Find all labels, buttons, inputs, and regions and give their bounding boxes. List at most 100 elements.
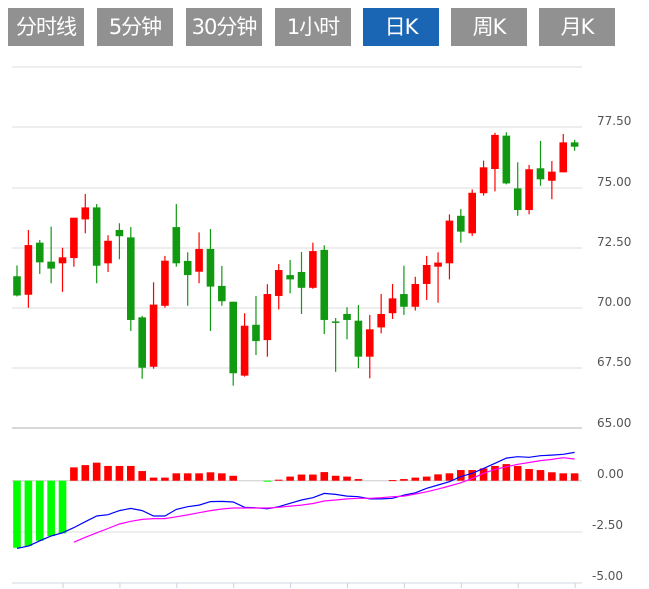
candle-body	[35, 242, 44, 263]
macd-bar	[206, 472, 215, 481]
candle-body	[183, 260, 192, 276]
candle	[104, 235, 112, 272]
candle-body	[468, 192, 476, 234]
macd-bar	[479, 468, 488, 481]
macd-bar	[138, 471, 146, 481]
tab-30-minute[interactable]: 30分钟	[186, 8, 262, 46]
candle-body	[252, 324, 260, 342]
candle-body	[525, 169, 533, 211]
tab-monthly-k[interactable]: 月K	[539, 8, 615, 46]
candle-body	[513, 188, 522, 211]
candle-body	[502, 135, 511, 184]
candle	[92, 204, 101, 284]
candle-body	[320, 249, 329, 320]
macd-bar	[457, 470, 465, 481]
candle	[218, 265, 226, 306]
candle-body	[263, 294, 272, 341]
macd-tick-label: 0.00	[597, 467, 624, 481]
candle-body	[115, 229, 124, 237]
candle	[570, 139, 579, 151]
candle	[445, 214, 454, 280]
candle	[172, 204, 181, 267]
candle	[81, 193, 90, 234]
candle	[331, 318, 340, 372]
macd-panel	[13, 451, 579, 549]
candle	[161, 255, 169, 308]
candle	[343, 307, 351, 340]
tab-minute-line[interactable]: 分时线	[8, 8, 84, 46]
candle-body	[274, 270, 283, 296]
macd-bar	[35, 480, 44, 541]
macd-bar	[92, 462, 101, 481]
candle-body	[434, 262, 442, 267]
tab-weekly-k[interactable]: 周K	[451, 8, 527, 46]
macd-bar	[161, 477, 169, 481]
candle	[479, 160, 488, 196]
candle-body	[81, 207, 90, 220]
candle-body	[104, 240, 112, 264]
tab-daily-k[interactable]: 日K	[363, 8, 439, 46]
candle-body	[570, 142, 579, 147]
candle-body	[536, 168, 545, 180]
tab-1-hour[interactable]: 1小时	[275, 8, 351, 46]
candle-body	[309, 251, 317, 288]
candle	[536, 140, 545, 186]
macd-bar	[559, 473, 568, 481]
candle-body	[138, 317, 146, 368]
candle-body	[479, 167, 488, 194]
candle	[263, 284, 272, 357]
candle	[58, 247, 67, 292]
macd-bar	[24, 480, 33, 547]
dea-line	[73, 457, 575, 543]
macd-bar	[115, 465, 124, 481]
candle	[457, 209, 465, 243]
y-tick-label: 65.00	[597, 416, 631, 430]
candle	[138, 315, 146, 379]
y-tick-label: 70.00	[597, 295, 631, 309]
candle-body	[354, 320, 363, 357]
candle-body	[70, 217, 78, 259]
macd-bar	[127, 465, 135, 481]
candle-body	[331, 321, 340, 323]
macd-bar	[274, 479, 283, 481]
candle-body	[58, 257, 67, 264]
tab-5-minute[interactable]: 5分钟	[97, 8, 173, 46]
candle	[274, 264, 283, 310]
macd-bar	[434, 474, 442, 481]
candle	[559, 133, 568, 173]
macd-bar	[491, 465, 499, 481]
candle	[354, 305, 363, 369]
macd-bar	[570, 473, 579, 481]
candle-body	[218, 285, 226, 302]
macd-bar	[513, 465, 522, 481]
macd-bar	[411, 477, 420, 481]
candle	[183, 252, 192, 306]
candle	[468, 189, 476, 236]
macd-bar	[229, 475, 238, 481]
candles	[13, 132, 579, 386]
candle	[525, 164, 533, 215]
candle-body	[229, 301, 238, 374]
candle	[297, 252, 306, 314]
candle	[240, 313, 249, 377]
candle	[286, 259, 294, 294]
candle	[24, 229, 33, 308]
macd-bar	[263, 480, 272, 482]
macd-bar	[149, 477, 158, 481]
candle	[365, 314, 374, 379]
candle-body	[297, 271, 306, 288]
y-tick-label: 67.50	[597, 355, 631, 369]
candle-body	[127, 237, 135, 320]
candle	[35, 240, 44, 274]
candle	[320, 245, 329, 335]
candle-body	[47, 261, 55, 269]
candle	[115, 223, 124, 260]
candle-body	[24, 245, 33, 295]
candle	[434, 252, 442, 303]
candle	[388, 283, 397, 319]
candle-body	[13, 276, 21, 296]
candle	[13, 265, 21, 297]
candle	[377, 294, 385, 334]
candle	[411, 276, 420, 311]
